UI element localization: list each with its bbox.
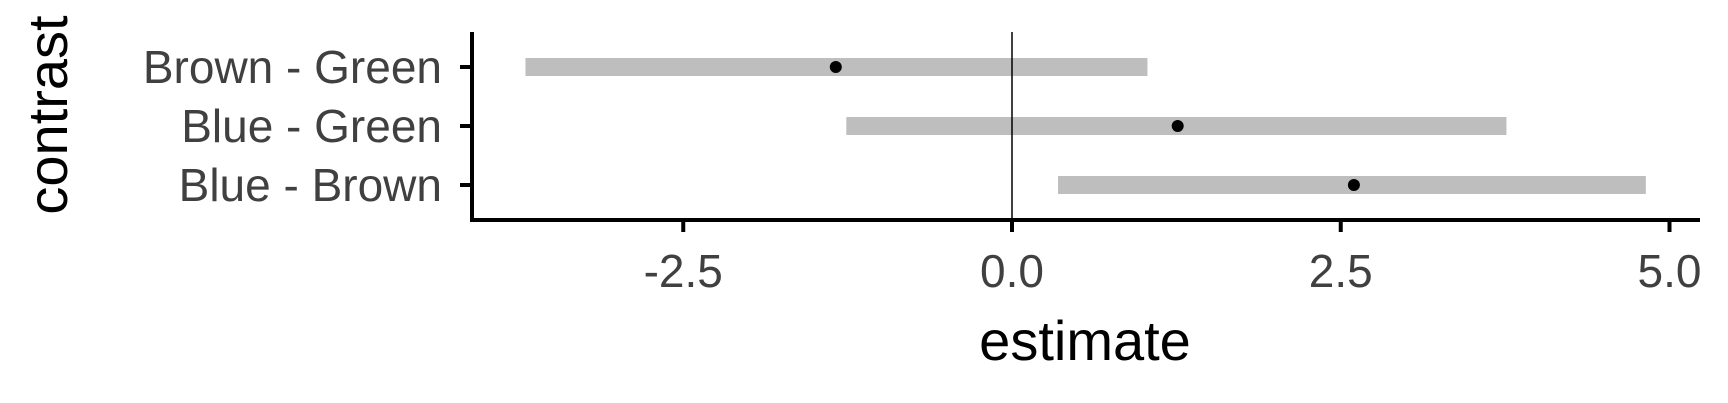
x-tick-label: 0.0: [980, 245, 1044, 297]
x-tick-label: 5.0: [1638, 245, 1702, 297]
estimate-point-blue-green: [1171, 120, 1184, 132]
x-axis-title: estimate: [979, 309, 1191, 372]
plot-area: [525, 58, 1646, 194]
estimate-point-blue-brown: [1347, 179, 1360, 191]
y-tick-label: Brown - Green: [143, 41, 442, 93]
x-tick-label: -2.5: [644, 245, 723, 297]
y-tick-label: Blue - Green: [181, 100, 442, 152]
y-axis: Brown - Green Blue - Green Blue - Brown: [143, 32, 474, 222]
y-tick-label: Blue - Brown: [179, 159, 442, 211]
x-tick-label: 2.5: [1309, 245, 1373, 297]
y-axis-title: contrast: [16, 15, 79, 215]
estimate-point-brown-green: [829, 61, 842, 73]
x-axis: -2.5 0.0 2.5 5.0: [470, 218, 1702, 297]
